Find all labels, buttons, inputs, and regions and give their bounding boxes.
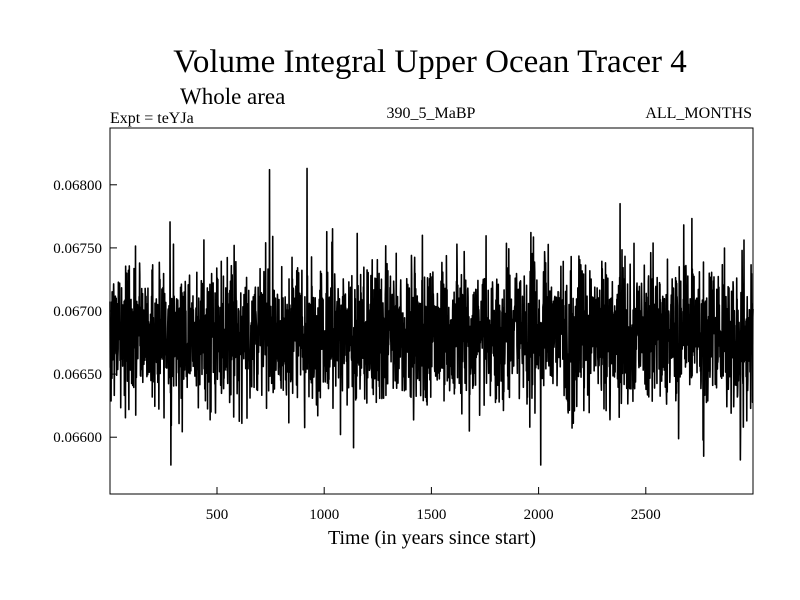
x-tick-label-2: 1500 — [416, 507, 446, 523]
chart-subtitle: Whole area — [180, 84, 285, 109]
run-label: 390_5_MaBP — [387, 105, 476, 122]
y-tick-label-2: 0.06700 — [53, 304, 102, 320]
x-axis-label: Time (in years since start) — [328, 527, 536, 549]
y-tick-label-1: 0.06650 — [53, 367, 102, 383]
months-label: ALL_MONTHS — [645, 105, 752, 122]
x-tick-label-1: 1000 — [309, 507, 339, 523]
y-tick-label-3: 0.06750 — [53, 241, 102, 257]
plot-frame — [109, 127, 754, 495]
x-tick-label-0: 500 — [206, 507, 229, 523]
series-line — [109, 167, 754, 466]
x-tick-label-4: 2500 — [631, 507, 661, 523]
expt-label: Expt = teYJa — [110, 110, 194, 127]
tick-group: 500 1000 1500 2000 2500 0.06600 0.06650 0.06700… — [53, 178, 661, 523]
chart-title: Volume Integral Upper Ocean Tracer 4 — [173, 44, 686, 80]
series-group — [109, 167, 754, 466]
x-tick-label-3: 2000 — [524, 507, 554, 523]
y-tick-label-0: 0.06600 — [53, 430, 102, 446]
y-tick-label-4: 0.06800 — [53, 178, 102, 194]
